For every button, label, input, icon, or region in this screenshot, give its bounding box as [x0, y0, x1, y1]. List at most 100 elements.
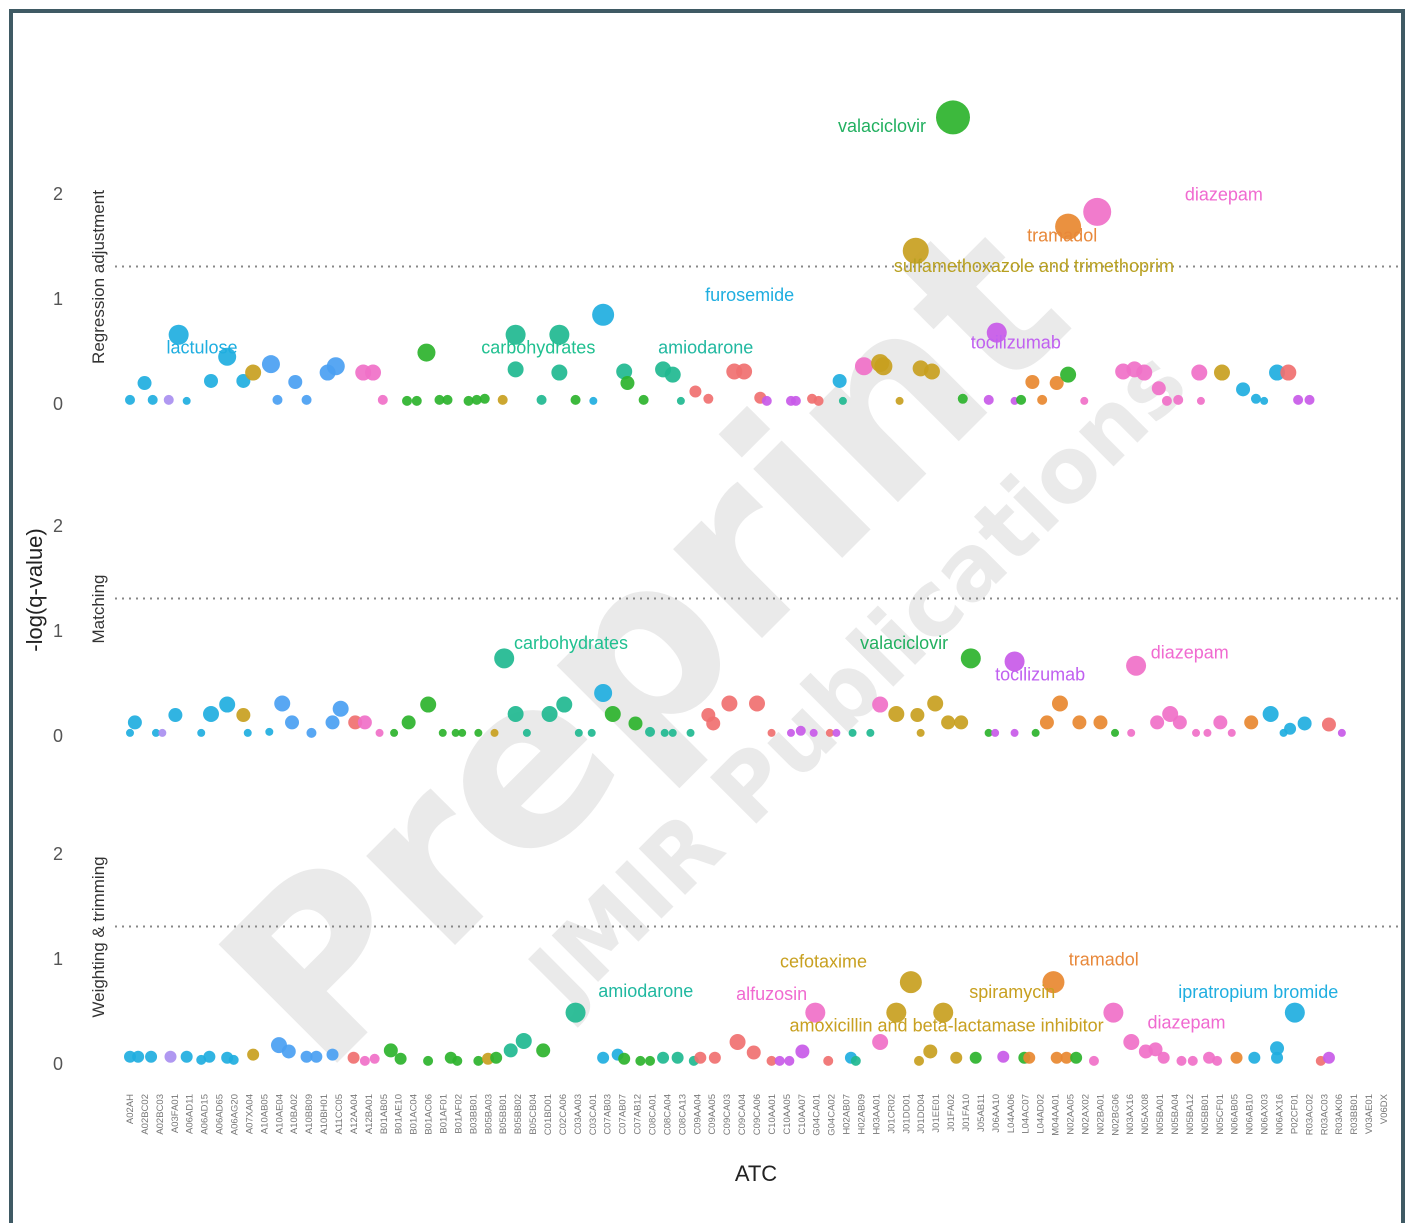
y-tick-label: 0 [53, 1054, 63, 1074]
x-tick-label: A12BA01 [364, 1094, 375, 1134]
data-point [923, 363, 940, 380]
x-tick-label: R03AC03 [1319, 1094, 1330, 1135]
x-tick-label: C09AA04 [692, 1094, 703, 1135]
data-point [541, 706, 558, 722]
data-point [411, 395, 422, 406]
data-point [1203, 728, 1212, 737]
data-point [1023, 1051, 1036, 1064]
data-point [635, 1055, 646, 1066]
data-point [706, 716, 721, 731]
data-point [1060, 366, 1077, 383]
data-point [458, 728, 467, 737]
x-tick-label: B01AF01 [439, 1094, 450, 1134]
x-tick-label: C08CA04 [662, 1094, 673, 1135]
data-point [1293, 394, 1304, 405]
data-point [957, 393, 968, 404]
point-label: alfuzosin [736, 984, 807, 1004]
data-point [1093, 715, 1108, 730]
y-tick-label: 0 [53, 726, 63, 746]
data-point [236, 708, 251, 723]
data-point [423, 1055, 434, 1066]
data-point [671, 1051, 684, 1064]
data-point [434, 394, 445, 405]
data-point [1103, 1002, 1124, 1023]
data-point [473, 1055, 484, 1066]
data-point [848, 728, 857, 737]
x-tick-label: A10AB05 [259, 1094, 270, 1134]
x-tick-label: J01DD04 [916, 1094, 927, 1134]
x-tick-label: N02BG06 [1110, 1094, 1121, 1136]
x-tick-label: C07AB07 [618, 1094, 629, 1135]
x-tick-label: C08CA13 [677, 1094, 688, 1135]
data-point [936, 100, 971, 135]
x-tick-label: B05BA03 [483, 1094, 494, 1134]
data-point [916, 728, 925, 737]
data-point [1072, 715, 1087, 730]
data-point [895, 396, 904, 405]
data-point [365, 364, 382, 381]
point-label: cefotaxime [780, 951, 867, 971]
data-point [377, 394, 388, 405]
data-point [838, 396, 847, 405]
data-point [1126, 655, 1147, 676]
x-tick-label: A12AA04 [349, 1094, 360, 1134]
x-tick-label: G04CA01 [812, 1094, 823, 1136]
data-point [1173, 394, 1184, 405]
x-tick-label: R03BB01 [1349, 1094, 1360, 1135]
data-point [490, 728, 499, 737]
data-point [1157, 1051, 1170, 1064]
data-point [616, 363, 633, 380]
data-point [158, 728, 167, 737]
data-point [795, 1044, 810, 1059]
data-point [587, 728, 596, 737]
data-point [369, 1053, 380, 1064]
data-point [247, 1048, 260, 1061]
x-tick-label: A06AG20 [230, 1094, 241, 1135]
data-point [394, 1052, 407, 1065]
x-tick-label: C09CA03 [722, 1094, 733, 1135]
data-point [490, 1051, 503, 1064]
data-point [503, 1043, 518, 1058]
point-label: ipratropium bromide [1178, 982, 1338, 1002]
point-label: tramadol [1027, 225, 1097, 245]
y-tick-label: 1 [53, 621, 63, 641]
data-point [1227, 728, 1236, 737]
x-tick-label: C10AA07 [797, 1094, 808, 1135]
point-label: valaciclovir [838, 116, 926, 136]
x-tick-label: B01AF02 [453, 1094, 464, 1134]
data-point [556, 696, 573, 713]
data-point [1055, 213, 1082, 240]
x-tick-label: C10AA05 [782, 1094, 793, 1135]
x-tick-label: J01FA02 [946, 1094, 957, 1132]
point-label: valaciclovir [860, 633, 948, 653]
data-point [218, 347, 237, 366]
data-point [1212, 1055, 1223, 1066]
data-point [645, 1055, 656, 1066]
data-point [451, 728, 460, 737]
x-tick-label: N05CF01 [1215, 1094, 1226, 1135]
x-tick-label: C07AB12 [633, 1094, 644, 1135]
point-label: amiodarone [658, 338, 753, 358]
data-point [664, 366, 681, 383]
data-point [832, 728, 841, 737]
x-tick-label: A06AD15 [200, 1094, 211, 1135]
point-label: lactulose [166, 338, 237, 358]
data-point [1049, 376, 1064, 391]
x-tick-label: N06AB05 [1230, 1094, 1241, 1135]
data-point [285, 715, 300, 730]
data-point [332, 700, 349, 717]
y-axis-label: -log(q-value) [22, 528, 47, 652]
panel-title: Matching [89, 575, 108, 644]
data-point [1060, 1051, 1073, 1064]
data-point [497, 394, 508, 405]
data-point [1260, 396, 1269, 405]
x-tick-label: L04AD02 [1036, 1094, 1047, 1134]
data-point [1304, 394, 1315, 405]
data-point [597, 1051, 610, 1064]
data-point [522, 728, 531, 737]
point-label: tocilizumab [995, 664, 1085, 684]
data-point [515, 1032, 532, 1049]
x-tick-label: B01AC04 [409, 1094, 420, 1135]
x-tick-label: A10BH01 [319, 1094, 330, 1135]
data-point [245, 364, 262, 381]
